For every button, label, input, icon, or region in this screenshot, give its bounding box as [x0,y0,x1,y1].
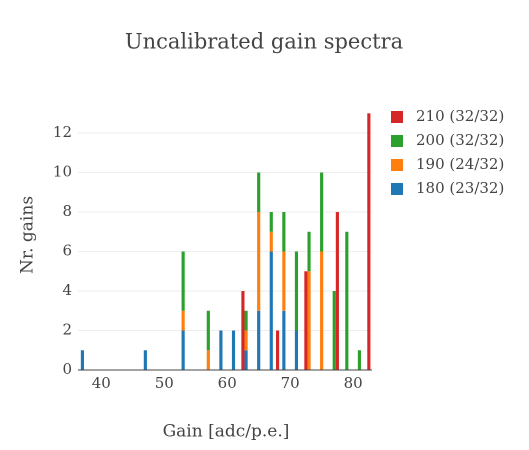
bar [335,212,339,370]
bar [143,350,147,370]
bar [357,350,361,370]
bar [257,310,261,370]
y-tick-label: 10 [53,163,72,181]
legend-swatch [391,111,403,123]
y-tick-label: 6 [62,242,72,260]
bar [257,172,261,213]
legend-label: 190 (24/32) [416,155,504,173]
bar [282,310,286,370]
x-tick-label: 50 [155,374,174,392]
bar [304,271,308,370]
x-axis-label: Gain [adc/p.e.] [163,422,290,442]
bar [181,310,185,331]
bar [219,330,223,370]
bar [275,330,280,370]
bar [244,310,248,331]
bar [206,350,210,370]
x-tick-label: 70 [281,374,300,392]
bar [345,231,349,370]
bar [241,291,245,370]
y-tick-label: 2 [62,321,72,339]
bar [282,251,286,311]
bar [206,310,210,351]
bar [244,350,248,370]
legend-label: 210 (32/32) [416,107,504,125]
x-tick-label: 40 [92,374,111,392]
y-tick-label: 4 [62,281,72,299]
bar [282,212,286,252]
bar [269,212,273,232]
bar [269,251,273,370]
legend-label: 180 (23/32) [416,179,504,197]
bar [231,330,236,370]
bar [320,172,324,252]
bar [80,350,84,370]
x-tick-label: 80 [344,374,363,392]
y-axis-label: Nr. gains [18,196,38,274]
y-tick-label: 12 [53,123,72,141]
bar [181,330,185,370]
bar [367,113,371,371]
y-tick-label: 0 [62,360,72,378]
x-tick-label: 60 [218,374,237,392]
legend-label: 200 (32/32) [416,131,504,149]
legend-swatch [391,159,403,171]
bar [181,251,185,311]
bar [307,231,311,272]
legend-swatch [391,183,403,195]
bar [294,251,299,331]
bar [244,330,248,351]
y-tick-label: 8 [62,202,72,220]
bar [269,231,273,252]
bar [257,212,261,311]
bar [307,271,311,370]
chart-title: Uncalibrated gain spectra [125,30,403,54]
bar [332,291,336,370]
bar [320,251,324,370]
bar [294,330,299,370]
legend-swatch [391,135,403,147]
